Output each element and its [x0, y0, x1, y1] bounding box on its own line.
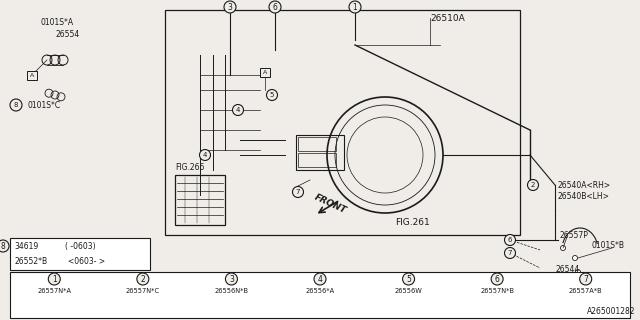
Bar [296, 135, 344, 170]
Text: 3: 3 [228, 3, 232, 12]
Bar [221, 299, 241, 315]
Text: FIG.261: FIG.261 [395, 218, 429, 227]
Circle shape [573, 255, 577, 260]
Circle shape [232, 105, 243, 116]
Text: 26556*A: 26556*A [305, 288, 335, 294]
Text: A: A [263, 69, 267, 75]
Text: 2: 2 [531, 182, 535, 188]
Text: 5: 5 [270, 92, 274, 98]
Circle shape [403, 273, 415, 285]
Text: 26540A<RH>: 26540A<RH> [558, 180, 611, 189]
Circle shape [10, 99, 22, 111]
Circle shape [200, 149, 211, 161]
Text: 3: 3 [229, 275, 234, 284]
Text: 26556N*B: 26556N*B [214, 288, 248, 294]
Bar [487, 299, 507, 315]
Circle shape [266, 90, 278, 100]
Text: 2: 2 [141, 275, 145, 284]
Text: 26540B<LH>: 26540B<LH> [558, 191, 610, 201]
Circle shape [504, 235, 515, 245]
Circle shape [225, 273, 237, 285]
Bar [27, 70, 37, 79]
Bar [399, 299, 419, 315]
Circle shape [580, 273, 592, 285]
Circle shape [491, 273, 503, 285]
Bar [133, 299, 153, 315]
Text: 0101S*B: 0101S*B [592, 241, 625, 250]
Circle shape [292, 187, 303, 197]
Circle shape [224, 1, 236, 13]
Text: ( -0603): ( -0603) [65, 242, 95, 251]
Bar [576, 299, 596, 315]
Text: 4: 4 [203, 152, 207, 158]
Text: 6: 6 [273, 3, 277, 12]
Circle shape [0, 240, 9, 252]
Circle shape [504, 247, 515, 259]
Circle shape [48, 273, 60, 285]
Text: 7: 7 [296, 189, 300, 195]
Circle shape [137, 273, 149, 285]
Text: 8: 8 [13, 102, 19, 108]
Bar [175, 175, 225, 225]
Bar [10, 272, 630, 318]
Text: 7: 7 [508, 250, 512, 256]
Text: 26557N*A: 26557N*A [37, 288, 71, 294]
Bar [165, 10, 520, 235]
Text: FRONT: FRONT [312, 193, 348, 215]
Text: 26556W: 26556W [395, 288, 422, 294]
Text: 4: 4 [317, 275, 323, 284]
Text: 1: 1 [52, 275, 57, 284]
Text: 8: 8 [1, 242, 5, 251]
Circle shape [314, 273, 326, 285]
Text: 26544: 26544 [555, 266, 579, 275]
Text: 0101S*A: 0101S*A [40, 18, 73, 27]
Circle shape [349, 1, 361, 13]
Bar [310, 299, 330, 315]
Text: 34619: 34619 [14, 242, 38, 251]
Text: 1: 1 [353, 3, 357, 12]
Text: 26557P: 26557P [560, 230, 589, 239]
Text: 26552*B: 26552*B [14, 258, 47, 267]
Text: A: A [30, 73, 34, 77]
Text: 26557A*B: 26557A*B [569, 288, 602, 294]
Circle shape [527, 180, 538, 190]
Text: 26554: 26554 [55, 30, 79, 39]
Circle shape [588, 277, 593, 283]
Text: 4: 4 [236, 107, 240, 113]
Circle shape [575, 269, 580, 275]
Text: 5: 5 [406, 275, 411, 284]
Text: 6: 6 [508, 237, 512, 243]
Text: FIG.266: FIG.266 [175, 163, 204, 172]
Text: 26510A: 26510A [430, 13, 465, 22]
Bar [260, 68, 270, 76]
Text: <0603- >: <0603- > [68, 258, 105, 267]
Text: 0101S*C: 0101S*C [27, 100, 60, 109]
Text: 26557N*C: 26557N*C [126, 288, 160, 294]
Text: 7: 7 [583, 275, 588, 284]
Bar [10, 238, 150, 270]
Circle shape [269, 1, 281, 13]
Text: 6: 6 [495, 275, 500, 284]
Text: 26588: 26588 [555, 276, 579, 285]
Circle shape [561, 245, 566, 251]
Text: A265001282: A265001282 [586, 307, 635, 316]
Bar [44, 299, 64, 315]
Text: 26557N*B: 26557N*B [480, 288, 514, 294]
Bar [298, 153, 336, 167]
Bar [298, 137, 336, 151]
